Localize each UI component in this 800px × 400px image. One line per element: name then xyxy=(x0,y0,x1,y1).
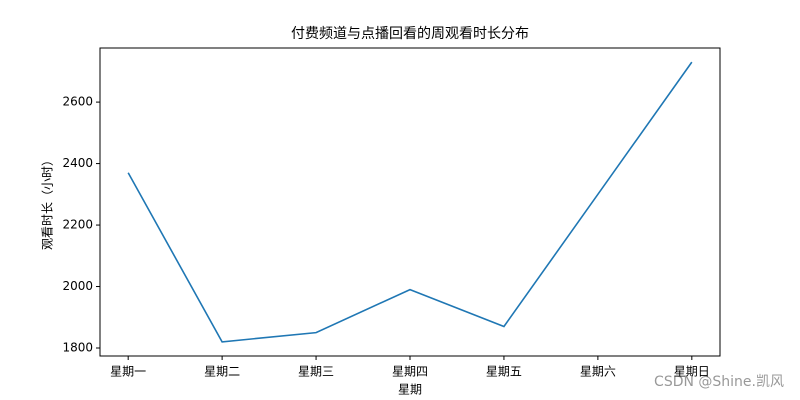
plot-frame xyxy=(99,47,721,357)
x-axis-label: 星期 xyxy=(398,383,422,397)
y-tick-label: 1800 xyxy=(62,341,93,355)
y-tick-label: 2200 xyxy=(62,218,93,232)
y-axis-label: 观看时长（小时） xyxy=(41,154,55,250)
y-tick-label: 2000 xyxy=(62,279,93,293)
x-tick-label: 星期一 xyxy=(110,365,146,379)
x-tick-label: 星期五 xyxy=(486,365,522,379)
x-tick-label: 星期日 xyxy=(674,365,710,379)
y-tick-label: 2400 xyxy=(62,156,93,170)
x-tick-label: 星期六 xyxy=(580,365,616,379)
x-tick-label: 星期三 xyxy=(298,365,334,379)
x-tick-label: 星期四 xyxy=(392,365,428,379)
line-series xyxy=(127,61,693,343)
x-tick-label: 星期二 xyxy=(204,365,240,379)
chart-title: 付费频道与点播回看的周观看时长分布 xyxy=(291,26,529,42)
watermark: CSDN @Shine.凯风 xyxy=(654,374,784,390)
y-tick-label: 2600 xyxy=(62,95,93,109)
